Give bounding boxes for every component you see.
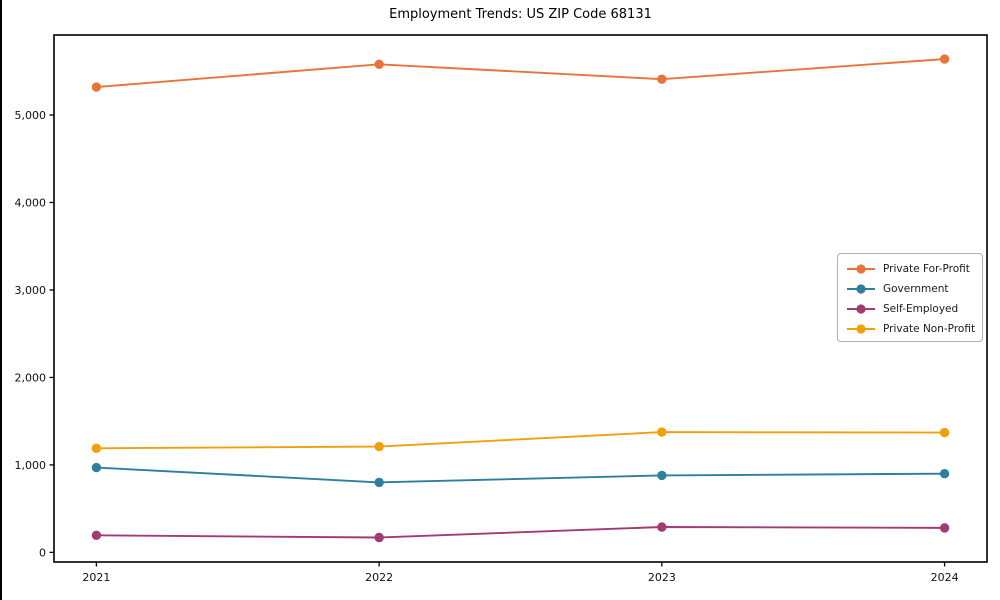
legend-item-private-for-profit: Private For-Profit <box>846 259 982 279</box>
series-line <box>96 526 945 539</box>
legend-item-label: Private For-Profit <box>883 263 970 275</box>
x-tick-label: 2021 <box>82 571 110 584</box>
series-line <box>96 466 945 484</box>
x-axis: 2021 2022 2023 2024 <box>82 562 959 584</box>
data-point-marker <box>939 54 950 64</box>
data-point-marker <box>657 74 667 84</box>
legend-sample-line-marker-icon <box>847 324 875 334</box>
series-private-non-profit <box>91 427 950 453</box>
y-tick-label: 0 <box>39 546 46 559</box>
legend-sample-line-marker-icon <box>847 264 875 274</box>
legend-item-government: Government <box>846 279 982 299</box>
x-tick-label: 2024 <box>931 571 959 584</box>
x-tick-label: 2023 <box>648 571 676 584</box>
y-tick-label: 1,000 <box>15 459 47 472</box>
chart-title: Employment Trends: US ZIP Code 68131 <box>389 7 652 22</box>
data-point-marker <box>657 427 667 437</box>
data-point-marker <box>374 477 384 488</box>
legend-sample-line-marker-icon <box>847 304 875 314</box>
data-point-marker <box>91 82 102 92</box>
data-point-marker <box>939 427 950 438</box>
legend-item-private-non-profit: Private Non-Profit <box>846 319 982 339</box>
series-self-employed <box>91 522 950 543</box>
data-point-marker <box>939 468 950 479</box>
legend: Private For-Profit Government Self-Emplo… <box>837 253 983 342</box>
legend-item-self-employed: Self-Employed <box>846 299 982 319</box>
series-private-for-profit <box>91 54 950 92</box>
y-tick-label: 5,000 <box>15 109 47 122</box>
x-tick-label: 2022 <box>365 571 393 584</box>
y-tick-label: 2,000 <box>15 371 47 384</box>
data-point-marker <box>657 522 667 532</box>
data-point-marker <box>374 441 384 452</box>
data-point-marker <box>91 530 102 541</box>
series-line <box>96 58 945 88</box>
series-government <box>91 462 950 488</box>
y-axis: 0 1,000 2,000 3,000 4,000 5,000 <box>15 109 54 559</box>
data-point-marker <box>939 523 950 533</box>
data-point-marker <box>657 470 667 481</box>
data-point-marker <box>91 443 102 453</box>
y-tick-label: 4,000 <box>15 197 47 210</box>
window-left-edge <box>0 0 2 600</box>
data-point-marker <box>91 462 102 473</box>
legend-item-label: Government <box>883 283 949 295</box>
legend-item-label: Private Non-Profit <box>883 323 976 335</box>
series-line <box>96 431 945 450</box>
legend-item-label: Self-Employed <box>883 303 959 315</box>
data-point-marker <box>374 532 384 543</box>
legend-sample-line-marker-icon <box>847 284 875 294</box>
y-tick-label: 3,000 <box>15 284 47 297</box>
data-point-marker <box>374 59 384 70</box>
